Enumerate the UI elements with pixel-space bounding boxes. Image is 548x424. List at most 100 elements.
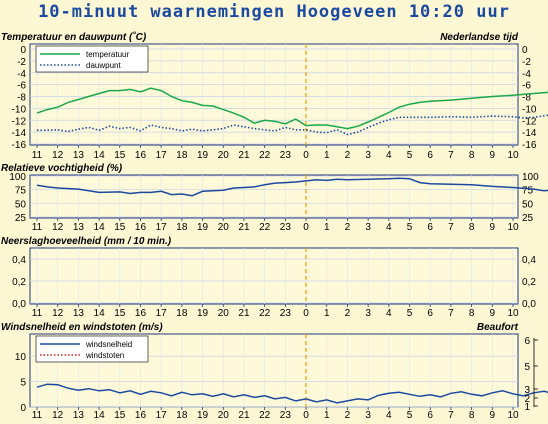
legend-label: dauwpunt — [86, 61, 121, 70]
y-tick-label: 25 — [15, 213, 27, 224]
x-tick-label: 18 — [176, 308, 188, 319]
x-tick-label: 5 — [407, 308, 413, 319]
panel-title: Neerslaghoeveelheid (mm / 10 min.) — [1, 236, 172, 247]
x-tick-label: 20 — [218, 308, 230, 319]
panel-title: Windsnelheid en windstoten (m/s) — [1, 322, 163, 333]
y-tick-label: 50 — [15, 199, 27, 210]
legend-box — [35, 45, 149, 73]
x-tick-label: 7 — [448, 222, 454, 233]
y-tick-label: 0 — [20, 45, 26, 56]
x-tick-label: 10 — [507, 308, 519, 319]
x-tick-label: 10 — [507, 410, 519, 421]
x-tick-label: 12 — [52, 410, 64, 421]
x-tick-label: 16 — [135, 410, 147, 421]
y-tick-label-right: 75 — [522, 186, 534, 197]
y-tick-label: 0,4 — [12, 255, 26, 266]
y-tick-label-right: -12 — [522, 116, 537, 127]
y-tick-label: -12 — [12, 116, 27, 127]
y-tick-label: -2 — [17, 57, 26, 68]
x-tick-label: 14 — [94, 308, 106, 319]
beaufort-tick-label: 3 — [524, 385, 530, 396]
x-tick-label: 13 — [73, 410, 85, 421]
x-tick-label: 5 — [407, 150, 413, 161]
y-tick-label-right: 0,4 — [522, 255, 536, 266]
x-tick-label: 15 — [114, 308, 126, 319]
x-tick-label: 11 — [32, 150, 43, 161]
x-tick-label: 6 — [427, 308, 433, 319]
x-tick-label: 4 — [386, 222, 392, 233]
y-tick-label-right: -2 — [522, 57, 531, 68]
x-tick-label: 0 — [303, 410, 309, 421]
y-tick-label-right: -16 — [522, 140, 537, 151]
x-tick-label: 14 — [94, 222, 106, 233]
x-tick-label: 12 — [52, 222, 64, 233]
y-tick-label: -14 — [12, 128, 27, 139]
x-tick-label: 16 — [135, 308, 147, 319]
y-tick-label: -4 — [17, 69, 26, 80]
x-tick-label: 5 — [407, 222, 413, 233]
x-tick-label: 4 — [386, 150, 392, 161]
y-tick-label-right: -14 — [522, 128, 537, 139]
x-tick-label: 13 — [73, 150, 85, 161]
y-tick-label: -6 — [17, 81, 26, 92]
x-tick-label: 19 — [197, 222, 209, 233]
x-tick-label: 23 — [280, 150, 292, 161]
y-tick-label: 100 — [9, 172, 26, 183]
x-tick-label: 10 — [507, 150, 519, 161]
panel-frame — [29, 174, 519, 219]
x-tick-label: 12 — [52, 150, 64, 161]
x-tick-label: 22 — [259, 150, 271, 161]
panel-title: Relatieve vochtigheid (%) — [1, 163, 123, 174]
y-tick-label: 0,0 — [12, 299, 26, 310]
series-line-windsnelheid — [36, 383, 548, 404]
x-tick-label: 5 — [407, 410, 413, 421]
x-tick-label: 21 — [238, 222, 250, 233]
x-tick-label: 18 — [176, 410, 188, 421]
x-tick-label: 11 — [32, 308, 43, 319]
x-tick-label: 9 — [490, 410, 496, 421]
y-tick-label-right: -8 — [522, 93, 531, 104]
y-tick-label: 5 — [20, 378, 26, 389]
y-tick-label: 0,2 — [12, 277, 26, 288]
y-tick-label: 0 — [20, 403, 26, 414]
y-tick-label-right: -10 — [522, 104, 537, 115]
y-tick-label: -16 — [12, 140, 27, 151]
x-tick-label: 21 — [238, 308, 250, 319]
x-tick-label: 20 — [218, 150, 230, 161]
x-tick-label: 13 — [73, 308, 85, 319]
x-tick-label: 0 — [303, 222, 309, 233]
x-tick-label: 4 — [386, 308, 392, 319]
x-tick-label: 23 — [280, 222, 292, 233]
x-tick-label: 1 — [324, 410, 330, 421]
panel-frame — [29, 247, 519, 305]
x-tick-label: 19 — [197, 150, 209, 161]
x-tick-label: 23 — [280, 410, 292, 421]
panel-title: Temperatuur en dauwpunt (˚C) — [1, 31, 147, 43]
x-tick-label: 6 — [427, 150, 433, 161]
x-tick-label: 3 — [365, 410, 371, 421]
x-tick-label: 18 — [176, 150, 188, 161]
x-tick-label: 3 — [365, 150, 371, 161]
y-tick-label: -10 — [12, 104, 27, 115]
panel-right-label: Beaufort — [477, 322, 519, 333]
x-tick-label: 14 — [94, 410, 106, 421]
x-tick-label: 8 — [469, 222, 475, 233]
x-tick-label: 0 — [303, 150, 309, 161]
x-tick-label: 15 — [114, 150, 126, 161]
y-tick-label-right: -4 — [522, 69, 531, 80]
x-tick-label: 21 — [238, 150, 250, 161]
page-title: 10-minuut waarnemingen Hoogeveen 10:20 u… — [38, 2, 510, 22]
x-tick-label: 19 — [197, 410, 209, 421]
x-tick-label: 11 — [32, 222, 43, 233]
x-tick-label: 20 — [218, 222, 230, 233]
x-tick-label: 1 — [324, 150, 330, 161]
x-tick-label: 12 — [52, 308, 64, 319]
x-tick-label: 7 — [448, 308, 454, 319]
x-tick-label: 2 — [345, 222, 351, 233]
x-tick-label: 11 — [32, 410, 43, 421]
x-tick-label: 15 — [114, 410, 126, 421]
x-tick-label: 7 — [448, 150, 454, 161]
x-tick-label: 1 — [324, 222, 330, 233]
x-tick-label: 8 — [469, 150, 475, 161]
